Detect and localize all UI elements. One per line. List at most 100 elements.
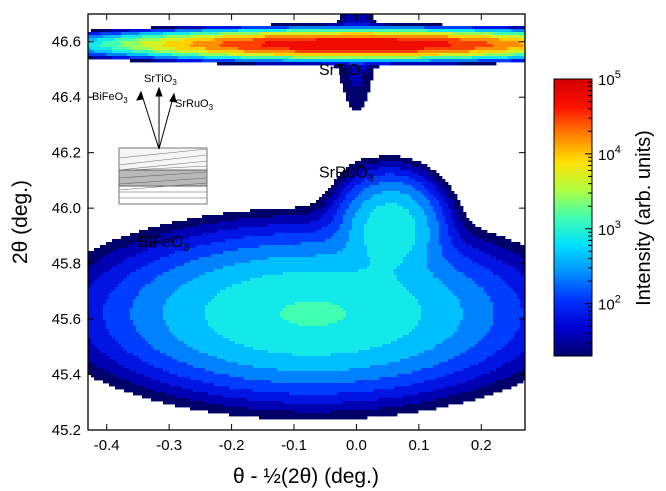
contour-cell (103, 29, 107, 33)
contour-cell (325, 197, 329, 201)
contour-cell (259, 35, 263, 39)
contour-cell (226, 38, 230, 42)
contour-cell (235, 251, 239, 255)
contour-cell (436, 257, 440, 261)
contour-cell (370, 254, 374, 258)
contour-cell (181, 56, 185, 60)
contour-cell (133, 242, 137, 246)
contour-cell (343, 56, 347, 60)
contour-cell (259, 62, 263, 66)
contour-cell (253, 263, 257, 267)
contour-cell (385, 62, 389, 66)
contour-cell (169, 245, 173, 249)
contour-cell (433, 35, 437, 39)
contour-cell (121, 35, 125, 39)
contour-cell (388, 62, 392, 66)
contour-cell (493, 50, 497, 54)
contour-cell (334, 260, 338, 264)
contour-cell (184, 263, 188, 267)
contour-cell (262, 227, 266, 231)
contour-cell (151, 239, 155, 243)
contour-cell (412, 254, 416, 258)
contour-cell (397, 158, 401, 162)
contour-cell (109, 47, 113, 51)
contour-cell (376, 62, 380, 66)
contour-cell (496, 38, 500, 42)
contour-cell (445, 32, 449, 36)
contour-cell (292, 260, 296, 264)
contour-cell (436, 254, 440, 258)
contour-cell (256, 212, 260, 216)
contour-cell (397, 212, 401, 216)
contour-cell (205, 245, 209, 249)
contour-cell (463, 227, 467, 231)
contour-cell (379, 26, 383, 30)
contour-cell (439, 23, 443, 27)
contour-cell (358, 59, 362, 63)
contour-cell (130, 50, 134, 54)
contour-cell (391, 215, 395, 219)
contour-cell (442, 191, 446, 195)
contour-cell (109, 29, 113, 33)
contour-cell (397, 164, 401, 168)
contour-cell (187, 224, 191, 228)
contour-cell (199, 29, 203, 33)
contour-cell (220, 62, 224, 66)
contour-cell (439, 38, 443, 42)
contour-cell (283, 215, 287, 219)
contour-cell (457, 215, 461, 219)
contour-cell (331, 218, 335, 222)
contour-cell (364, 71, 368, 75)
contour-cell (370, 185, 374, 189)
contour-cell (253, 209, 257, 213)
contour-cell (283, 29, 287, 33)
contour-cell (382, 218, 386, 222)
contour-cell (187, 221, 191, 225)
contour-cell (328, 245, 332, 249)
contour-cell (379, 50, 383, 54)
contour-cell (367, 50, 371, 54)
contour-cell (226, 41, 230, 45)
contour-cell (469, 248, 473, 252)
contour-cell (268, 62, 272, 66)
contour-cell (520, 44, 524, 48)
contour-cell (235, 248, 239, 252)
contour-cell (496, 239, 500, 243)
contour-cell (205, 263, 209, 267)
contour-cell (502, 251, 506, 255)
contour-cell (490, 251, 494, 255)
contour-cell (373, 179, 377, 183)
contour-cell (439, 26, 443, 30)
contour-cell (313, 203, 317, 207)
contour-cell (289, 254, 293, 258)
contour-cell (433, 254, 437, 258)
contour-cell (289, 38, 293, 42)
contour-cell (364, 203, 368, 207)
contour-cell (430, 239, 434, 243)
contour-cell (430, 242, 434, 246)
contour-cell (196, 221, 200, 225)
contour-cell (391, 53, 395, 57)
contour-cell (391, 173, 395, 177)
contour-cell (457, 35, 461, 39)
contour-cell (388, 38, 392, 42)
contour-cell (433, 194, 437, 198)
contour-cell (151, 254, 155, 258)
contour-cell (448, 257, 452, 261)
contour-cell (478, 26, 482, 30)
contour-cell (148, 56, 152, 60)
contour-cell (436, 227, 440, 231)
contour-cell (451, 254, 455, 258)
contour-cell (208, 257, 212, 261)
contour-cell (394, 218, 398, 222)
contour-cell (364, 221, 368, 225)
contour-cell (97, 50, 101, 54)
contour-cell (271, 215, 275, 219)
contour-cell (286, 53, 290, 57)
contour-cell (328, 62, 332, 66)
contour-cell (217, 242, 221, 246)
contour-cell (442, 47, 446, 51)
contour-cell (166, 44, 170, 48)
contour-cell (193, 47, 197, 51)
contour-cell (316, 212, 320, 216)
